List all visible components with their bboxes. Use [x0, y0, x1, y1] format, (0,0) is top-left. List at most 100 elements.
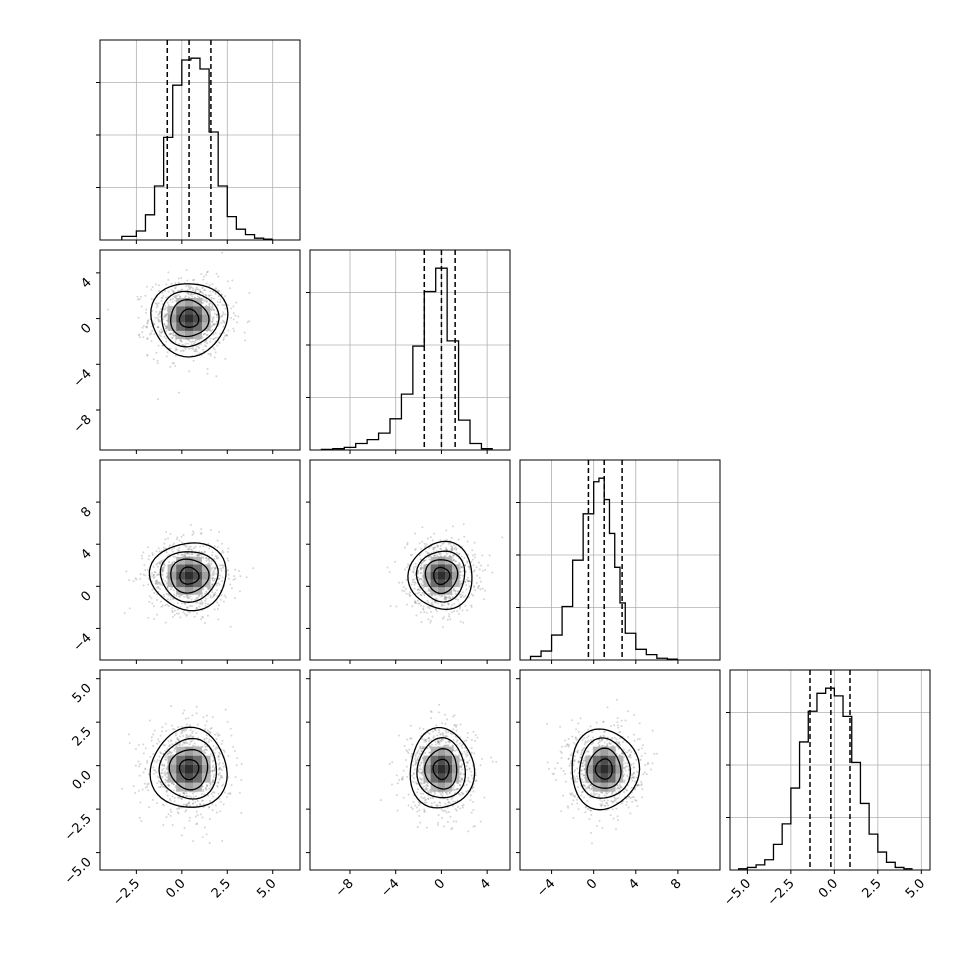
scatter-point [210, 298, 213, 301]
scatter-point [193, 615, 196, 618]
scatter-point [176, 553, 179, 556]
scatter-point [182, 729, 185, 732]
scatter-point [184, 553, 187, 556]
scatter-point [139, 763, 142, 766]
scatter-point [219, 316, 222, 319]
scatter-point [452, 800, 455, 803]
scatter-point [212, 764, 215, 767]
density-content [379, 703, 498, 833]
scatter-point [421, 584, 424, 587]
scatter-point [159, 780, 162, 783]
scatter-point [582, 774, 585, 777]
scatter-point [164, 307, 167, 310]
density-cell [437, 782, 446, 792]
scatter-point [154, 579, 157, 582]
scatter-point [455, 820, 458, 823]
scatter-point [214, 292, 217, 295]
scatter-point [426, 784, 429, 787]
scatter-point [165, 789, 168, 792]
scatter-point [203, 738, 206, 741]
scatter-point [206, 334, 209, 337]
scatter-point [453, 602, 456, 605]
scatter-point [132, 579, 135, 582]
scatter-point [218, 778, 221, 781]
scatter-point [169, 332, 172, 335]
scatter-point [180, 338, 183, 341]
scatter-point [213, 567, 216, 570]
scatter-point [214, 336, 217, 339]
density-cell [201, 314, 211, 323]
scatter-point [205, 273, 208, 276]
scatter-point [171, 611, 174, 614]
scatter-point [153, 769, 156, 772]
scatter-point [198, 338, 201, 341]
scatter-point [217, 781, 220, 784]
scatter-point [151, 553, 154, 556]
scatter-point [452, 820, 455, 823]
scatter-point [189, 729, 192, 732]
scatter-point [460, 744, 463, 747]
scatter-point [580, 753, 583, 756]
scatter-point [170, 588, 173, 591]
scatter-point [480, 757, 483, 760]
scatter-point [166, 603, 169, 606]
scatter-point [586, 741, 589, 744]
scatter-point [460, 566, 463, 569]
scatter-point [444, 744, 447, 747]
scatter-point [470, 593, 473, 596]
scatter-point [180, 340, 183, 343]
scatter-point [212, 308, 215, 311]
scatter-point [203, 621, 206, 624]
density-cell [193, 298, 202, 307]
scatter-point [158, 312, 161, 315]
scatter-point [416, 572, 419, 575]
scatter-point [433, 532, 436, 535]
scatter-point [165, 768, 168, 771]
scatter-point [171, 297, 174, 300]
scatter-point [160, 331, 163, 334]
scatter-point [214, 567, 217, 570]
scatter-point [229, 793, 232, 796]
scatter-point [479, 820, 482, 823]
scatter-point [193, 742, 196, 745]
scatter-point [419, 768, 422, 771]
scatter-point [160, 764, 163, 767]
scatter-point [184, 741, 187, 744]
scatter-point [418, 802, 421, 805]
scatter-point [448, 740, 451, 743]
scatter-point [165, 327, 168, 330]
scatter-point [420, 796, 423, 799]
scatter-point [627, 755, 630, 758]
scatter-point [405, 587, 408, 590]
scatter-point [147, 546, 150, 549]
scatter-point [452, 786, 455, 789]
density-cell [430, 755, 438, 765]
scatter-point [441, 542, 444, 545]
scatter-point [406, 542, 409, 545]
scatter-point [466, 732, 469, 735]
scatter-point [411, 605, 414, 608]
scatter-point [455, 726, 458, 729]
scatter-point [211, 576, 214, 579]
scatter-point [155, 302, 158, 305]
density-cell [184, 556, 194, 565]
panel-frame [729, 669, 931, 871]
scatter-point [234, 776, 237, 779]
scatter-point [475, 779, 478, 782]
scatter-point [574, 736, 577, 739]
scatter-point [186, 606, 189, 609]
scatter-point [230, 784, 233, 787]
scatter-point [468, 566, 471, 569]
density-cell [193, 579, 202, 588]
scatter-point [460, 791, 463, 794]
scatter-point [177, 277, 180, 280]
scatter-point [134, 577, 137, 580]
scatter-point [405, 592, 408, 595]
scatter-point [198, 605, 201, 608]
scatter-point [159, 320, 162, 323]
scatter-point [405, 765, 408, 768]
scatter-point [134, 764, 137, 767]
scatter-point [452, 715, 455, 718]
scatter-point [455, 724, 458, 727]
scatter-point [157, 547, 160, 550]
